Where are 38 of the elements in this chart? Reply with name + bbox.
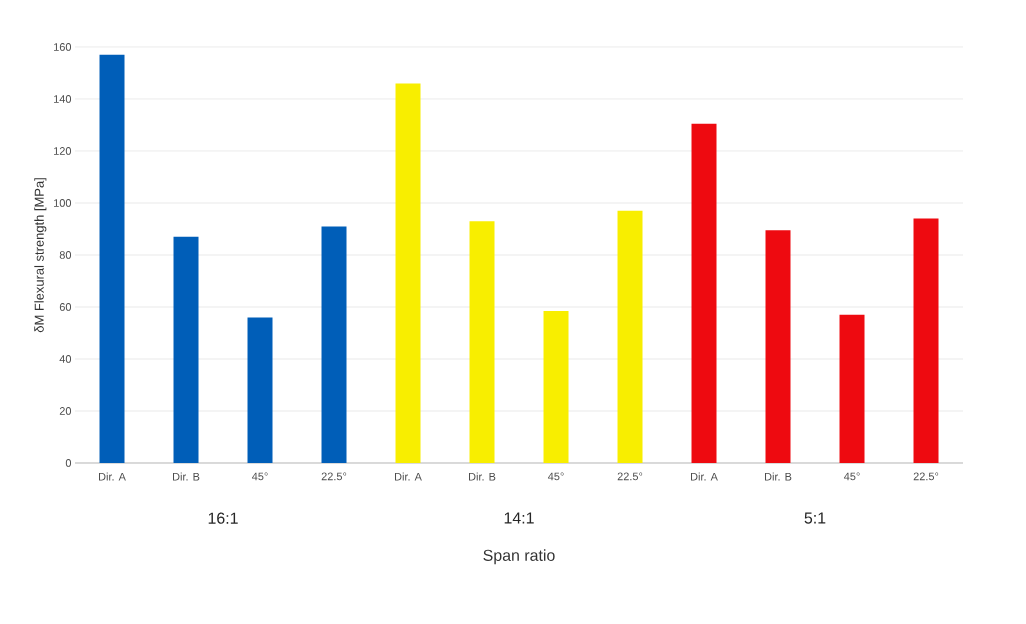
bar [543, 310, 569, 463]
y-tick-label: 80 [59, 251, 72, 259]
bar [321, 226, 347, 463]
bar [99, 54, 125, 463]
y-tick-label: 60 [59, 303, 72, 311]
x-tick-label: 45° [547, 472, 564, 481]
bar [617, 210, 643, 463]
x-tick-label: 45° [251, 472, 268, 481]
bar [691, 123, 717, 463]
x-axis-title: Span ratio [483, 549, 555, 565]
x-tick-label: 45° [843, 472, 860, 481]
y-tick-label: 140 [54, 95, 72, 103]
text: 16:1 [208, 512, 238, 524]
y-tick-label: 20 [59, 407, 72, 415]
x-tick-label: 22.5° [913, 472, 939, 481]
bar [913, 218, 939, 463]
text: 14:1 [504, 512, 534, 524]
x-tick-label: 22.5° [617, 472, 643, 481]
y-tick-label: 120 [54, 147, 72, 155]
y-axis-title: δM Flexural strength [MPa] [34, 178, 47, 333]
x-tick-label: Dir. A [99, 472, 126, 481]
y-tick-label: 160 [54, 43, 72, 51]
y-tick-label: 0 [65, 459, 72, 467]
bar [173, 236, 199, 463]
bar [247, 317, 273, 463]
text: 5:1 [804, 512, 826, 524]
x-tick-label: 22.5° [321, 472, 347, 481]
x-tick-label: Dir. A [395, 472, 422, 481]
bar [765, 230, 791, 463]
x-tick-label: Dir. B [765, 472, 792, 481]
x-tick-label: Dir. A [691, 472, 718, 481]
y-tick-label: 40 [59, 355, 72, 363]
bar [395, 83, 421, 463]
x-tick-label: Dir. B [469, 472, 496, 481]
bar [839, 314, 865, 463]
x-tick-label: Dir. B [173, 472, 200, 481]
y-tick-label: 100 [54, 199, 72, 207]
bar [469, 221, 495, 463]
